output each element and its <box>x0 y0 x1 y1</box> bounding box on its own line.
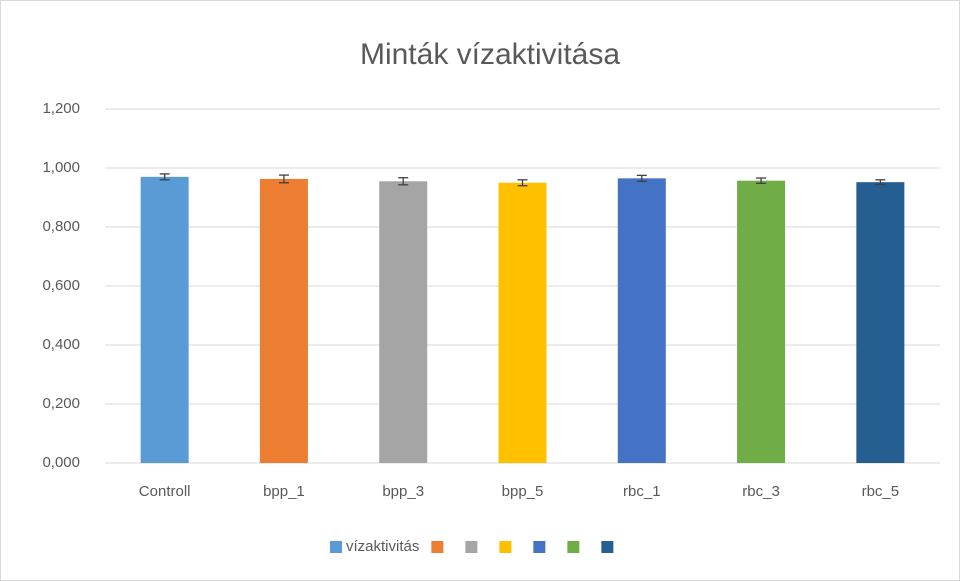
x-tick-label: bpp_3 <box>382 483 424 500</box>
bar <box>498 182 547 463</box>
legend-swatch <box>431 541 444 553</box>
x-tick-label: rbc_5 <box>862 483 900 500</box>
x-tick-label: bpp_1 <box>263 483 305 500</box>
legend-swatch <box>330 541 342 553</box>
bar <box>259 178 308 464</box>
bar <box>617 178 666 463</box>
bar <box>856 182 905 463</box>
legend-swatch <box>567 541 580 553</box>
y-tick-label: 0,400 <box>42 336 80 353</box>
x-tick-label: bpp_5 <box>502 483 544 500</box>
y-tick-label: 0,000 <box>42 454 80 471</box>
legend-swatch <box>601 541 614 553</box>
chart-title: Minták vízaktivitása <box>360 38 620 71</box>
legend-swatch <box>533 541 546 553</box>
x-tick-label: rbc_1 <box>623 483 661 500</box>
bar <box>140 176 189 463</box>
x-tick-label: Controll <box>139 483 191 500</box>
y-tick-label: 0,800 <box>42 218 80 235</box>
bar <box>737 180 786 463</box>
y-tick-label: 0,600 <box>42 277 80 294</box>
legend-swatch <box>499 541 512 553</box>
bar <box>379 181 428 463</box>
x-tick-label: rbc_3 <box>742 483 780 500</box>
y-tick-label: 1,000 <box>42 159 80 176</box>
legend-swatch <box>465 541 478 553</box>
y-tick-label: 1,200 <box>42 100 80 117</box>
y-tick-label: 0,200 <box>42 395 80 412</box>
legend-label: vízaktivitás <box>346 538 419 555</box>
